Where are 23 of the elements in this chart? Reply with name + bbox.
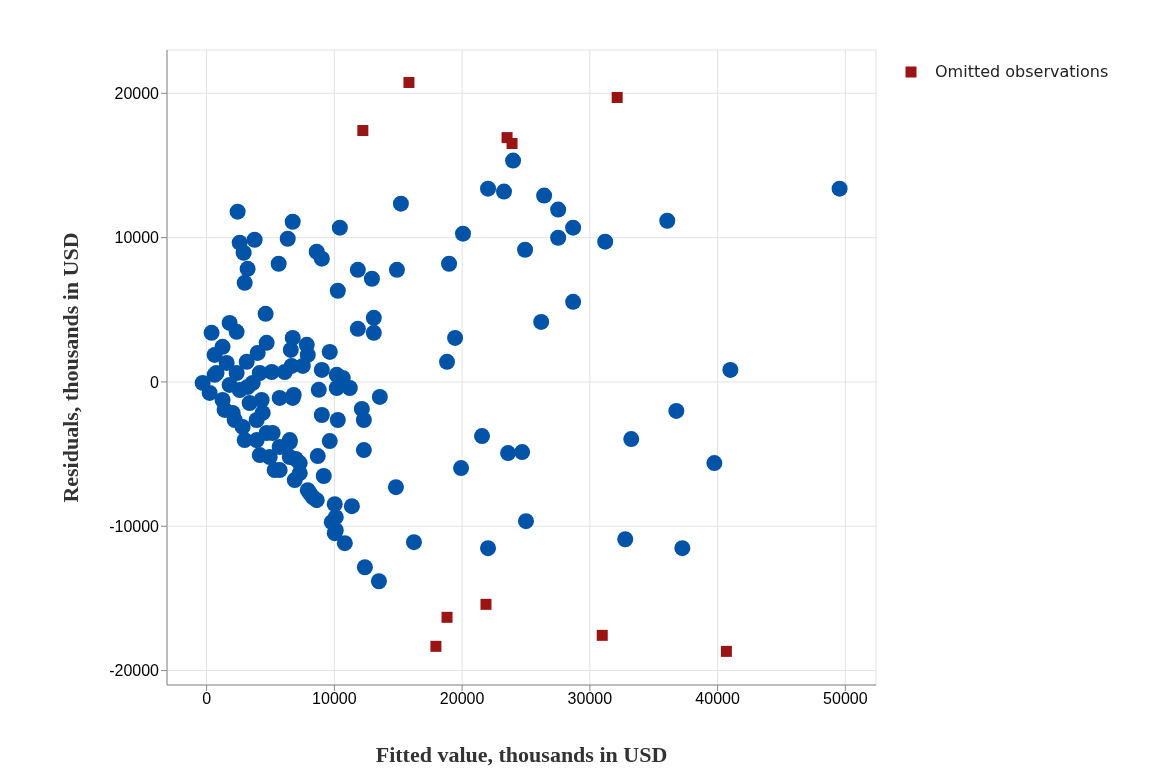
x-tick-label: 10000 <box>312 690 357 708</box>
point <box>506 138 518 150</box>
point <box>596 629 608 641</box>
point <box>403 76 415 88</box>
y-axis-title: Residuals, thousands in USD <box>57 232 83 503</box>
x-axis-title: Fitted value, thousands in USD <box>375 742 668 767</box>
x-tick-label: 30000 <box>567 690 613 708</box>
point <box>611 91 623 103</box>
x-tick-label: 20000 <box>439 690 485 708</box>
y-tick-label: 0 <box>150 373 160 391</box>
y-tick-label: -20000 <box>109 662 160 680</box>
x-tick-label: 0 <box>202 690 212 708</box>
point <box>441 611 453 623</box>
point <box>357 125 369 137</box>
y-tick-label: 20000 <box>114 84 160 102</box>
legend-label: Omitted observations <box>935 62 1109 81</box>
point <box>480 598 492 610</box>
x-tick-label: 50000 <box>823 690 868 708</box>
point <box>720 645 732 657</box>
point <box>430 640 442 652</box>
y-tick-label: 10000 <box>114 229 160 247</box>
y-tick-label: -10000 <box>109 517 160 535</box>
x-tick-label: 40000 <box>695 690 740 708</box>
